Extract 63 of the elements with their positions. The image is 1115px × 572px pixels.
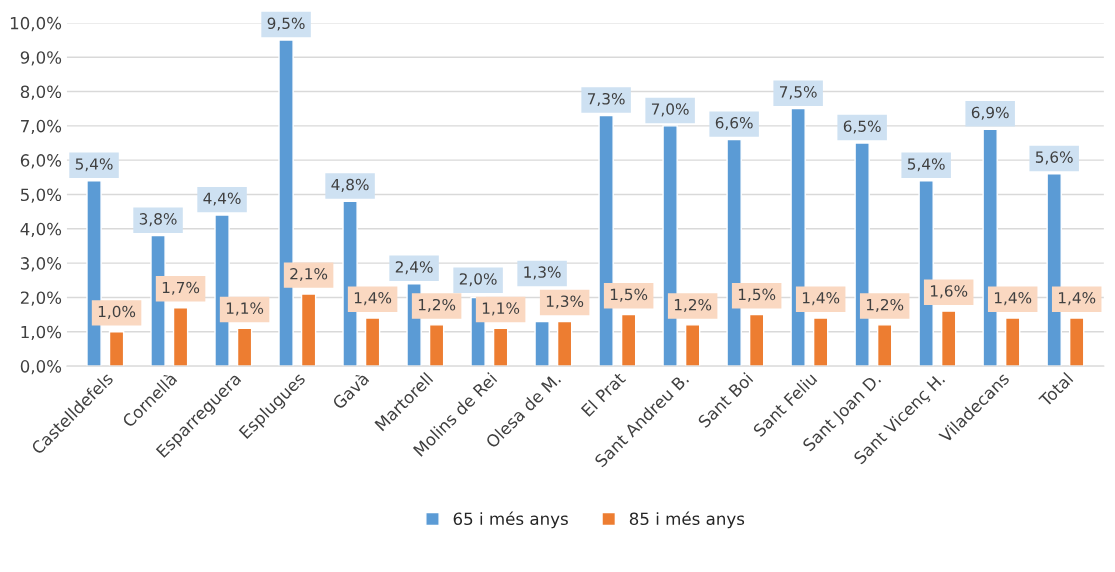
data-label: 1,3% (524, 266, 561, 280)
bar (364, 317, 381, 367)
bar (1004, 317, 1021, 367)
data-label: 2,0% (459, 273, 497, 287)
bar (1068, 317, 1085, 367)
data-label: 6,9% (971, 106, 1009, 120)
data-label: 4,4% (203, 192, 241, 206)
bar (236, 327, 253, 367)
y-tick-label: 4,0% (20, 222, 62, 238)
y-tick-label: 7,0% (21, 119, 62, 135)
y-tick-label: 1,0% (21, 325, 62, 341)
bar (684, 324, 701, 367)
data-label: 1,2% (674, 298, 712, 313)
x-tick-label: El Prat (580, 371, 627, 417)
data-label: 1,2% (866, 298, 904, 313)
bar (940, 310, 957, 367)
y-tick-label: 6,0% (20, 154, 62, 169)
bar (748, 313, 765, 367)
y-tick-label: 2,0% (20, 291, 62, 306)
data-label: 1,7% (162, 281, 200, 295)
data-label: 1,0% (98, 305, 136, 319)
data-label: 4,8% (331, 178, 369, 192)
bar (172, 307, 189, 367)
data-label: 1,1% (226, 302, 264, 316)
data-label: 5,4% (75, 158, 113, 172)
y-tick-label: 0,0% (20, 360, 62, 375)
legend-label: 85 i més anys (629, 511, 745, 529)
data-label: 7,0% (651, 103, 689, 117)
bar (812, 317, 829, 367)
data-label: 7,5% (779, 86, 817, 100)
bar (492, 327, 509, 367)
data-label: 1,1% (482, 302, 520, 316)
data-label: 1,4% (1058, 292, 1096, 306)
bar (876, 324, 893, 367)
data-label: 7,3% (587, 92, 625, 107)
y-tick-label: 8,0% (20, 85, 62, 100)
bar (300, 293, 317, 367)
data-label: 5,4% (907, 158, 945, 172)
bar (108, 331, 125, 367)
bar (534, 320, 550, 367)
data-label: 1,4% (354, 292, 392, 306)
bar (620, 313, 637, 367)
y-tick-label: 5,0% (20, 188, 62, 203)
data-label: 5,6% (1035, 151, 1073, 165)
data-label: 3,8% (139, 213, 177, 227)
y-tick-label: 9,0% (20, 51, 62, 66)
y-tick-label: 3,0% (20, 257, 62, 272)
data-label: 1,2% (418, 298, 456, 313)
data-label: 9,5% (267, 17, 305, 31)
bar (556, 320, 573, 367)
y-tick-label: 10,0% (10, 16, 62, 32)
data-label: 1,4% (994, 292, 1032, 306)
data-label: 2,4% (395, 261, 433, 275)
data-label: 1,6% (930, 285, 968, 299)
data-label: 1,5% (610, 288, 648, 302)
data-label: 1,5% (738, 288, 776, 302)
data-label: 1,4% (802, 292, 840, 306)
data-label: 6,6% (715, 117, 753, 131)
bar (428, 324, 445, 367)
data-label: 6,5% (843, 120, 881, 134)
legend-label: 65 i més anys (453, 511, 568, 529)
data-label: 1,3% (546, 295, 584, 309)
data-label: 2,1% (290, 268, 328, 282)
